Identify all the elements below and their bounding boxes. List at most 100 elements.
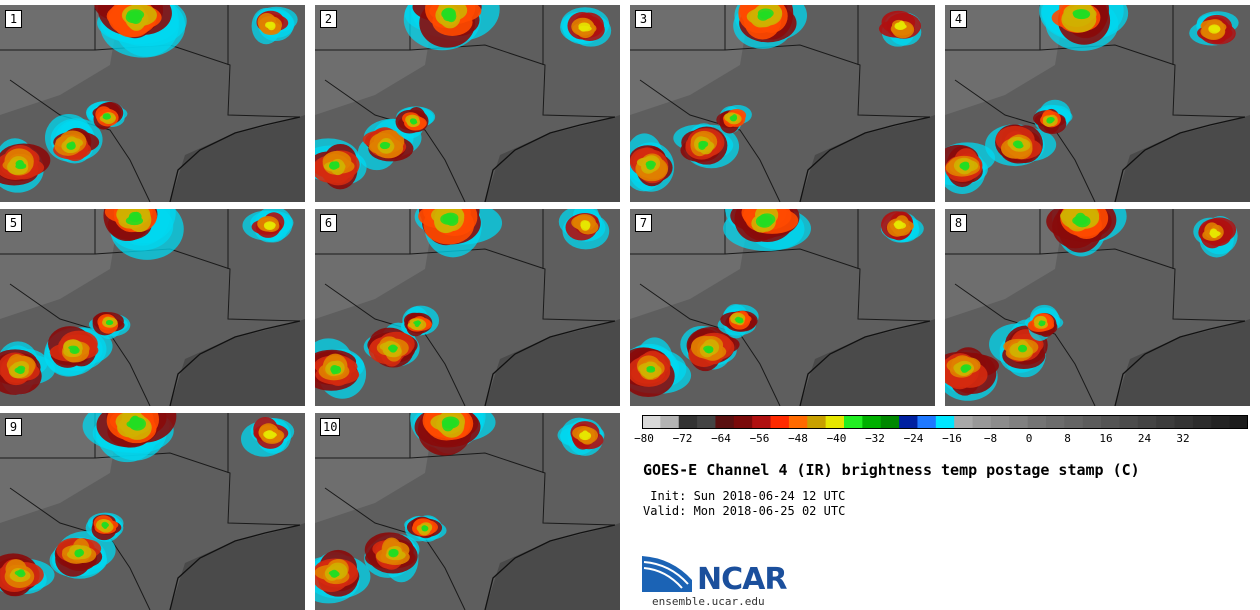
colorbar-swatch [642, 415, 661, 429]
panel-number: 4 [950, 10, 967, 28]
colorbar-tick-label: 0 [1025, 432, 1033, 445]
colorbar-swatch [954, 415, 974, 429]
colorbar-swatch [899, 415, 918, 429]
panel-1: 1 [0, 5, 305, 202]
storm-cell [266, 223, 274, 229]
storm-cell [106, 320, 112, 325]
panel-number: 2 [320, 10, 337, 28]
colorbar-tick-label: 32 [1176, 432, 1190, 445]
storm-cell [645, 160, 656, 168]
storm-cell [422, 526, 428, 532]
storm-cell [758, 213, 776, 226]
panel-3: 3 [630, 5, 935, 202]
storm-cell [698, 141, 707, 149]
storm-cell [960, 365, 970, 373]
colorbar-swatch [1119, 415, 1139, 429]
colorbar-swatch [972, 415, 992, 429]
colorbar-swatch [1174, 415, 1194, 429]
colorbar-swatch [880, 415, 900, 429]
ir-map [630, 209, 935, 406]
panel-9: 9 [0, 413, 305, 610]
storm-cell [331, 365, 341, 371]
panel-5: 5 [0, 209, 305, 406]
colorbar-swatch [917, 415, 937, 429]
colorbar-swatch [788, 415, 808, 429]
colorbar-tick-label: 24 [1137, 432, 1152, 445]
storm-cell [893, 221, 904, 228]
colorbar-swatch [862, 415, 882, 429]
storm-cell [1019, 345, 1026, 351]
ir-map [315, 209, 620, 406]
storm-cell [69, 141, 76, 149]
colorbar-swatch [1101, 415, 1120, 429]
colorbar-swatch [807, 415, 827, 429]
storm-cell [894, 22, 904, 30]
colorbar-swatch [1027, 415, 1047, 429]
colorbar-swatch [770, 415, 790, 429]
storm-cell [757, 8, 774, 19]
storm-cell [264, 432, 277, 438]
panel-number: 8 [950, 214, 967, 232]
panel-number: 5 [5, 214, 22, 232]
storm-cell [388, 550, 399, 558]
storm-cell [16, 570, 26, 578]
storm-cell [410, 118, 417, 125]
storm-cell [17, 160, 24, 169]
ir-map [315, 5, 620, 202]
ncar-logo-text: NCAR [697, 562, 787, 597]
colorbar [642, 415, 1248, 429]
storm-cell [731, 116, 737, 120]
panel-number: 1 [5, 10, 22, 28]
colorbar-swatch [1046, 415, 1065, 429]
ir-map [945, 209, 1250, 406]
colorbar-tick-label: −80 [634, 432, 654, 445]
init-time: Init: Sun 2018-06-24 12 UTC [643, 489, 846, 503]
storm-cell [68, 345, 79, 350]
colorbar-tick-label: −32 [865, 432, 885, 445]
colorbar-tick-label: −64 [711, 432, 731, 445]
site-url: ensemble.ucar.edu [652, 595, 765, 608]
storm-cell [1208, 24, 1221, 34]
storm-cell [265, 22, 275, 29]
colorbar-border [642, 415, 1248, 429]
colorbar-swatch [1137, 415, 1157, 429]
storm-cell [646, 367, 656, 373]
ncar-logo-icon [642, 556, 692, 592]
ir-map [0, 413, 305, 610]
storm-cell [1048, 117, 1055, 122]
colorbar-tick-label: −56 [749, 432, 770, 445]
storm-cell [104, 114, 111, 120]
panel-4: 4 [945, 5, 1250, 202]
ir-map [315, 413, 620, 610]
colorbar-swatch [752, 415, 772, 429]
storm-cell [1038, 321, 1046, 327]
storm-cell [390, 348, 397, 353]
colorbar-swatch [990, 415, 1010, 429]
panel-10: 10 [315, 413, 620, 610]
colorbar-swatch [1192, 415, 1212, 429]
storm-cell [129, 10, 143, 24]
colorbar-swatch [1082, 415, 1102, 429]
storm-cell [330, 569, 339, 578]
storm-cell [736, 319, 744, 324]
storm-cell [415, 320, 421, 325]
colorbar-tick-label: 16 [1099, 432, 1113, 445]
colorbar-tick-label: −24 [903, 432, 924, 445]
chart-title: GOES-E Channel 4 (IR) brightness temp po… [643, 461, 1140, 479]
colorbar-swatch [660, 415, 680, 429]
storm-cell [1209, 228, 1218, 238]
colorbar-swatch [1229, 415, 1248, 429]
storm-cell [582, 220, 591, 230]
colorbar-swatch [825, 415, 845, 429]
ir-map [0, 5, 305, 202]
storm-cell [705, 346, 713, 354]
storm-cell [332, 161, 340, 167]
colorbar-swatch [733, 415, 753, 429]
colorbar-tick-label: −72 [672, 432, 693, 445]
colorbar-swatch [1211, 415, 1231, 429]
colorbar-tick-labels: −80 −72 −64 −56 −48 −40 −32 −24 −16 −8 0 8 16 24 32 [634, 432, 1248, 446]
storm-cell [101, 522, 109, 528]
storm-cell [446, 9, 457, 23]
colorbar-swatch [678, 415, 698, 429]
colorbar-swatch [715, 415, 735, 429]
